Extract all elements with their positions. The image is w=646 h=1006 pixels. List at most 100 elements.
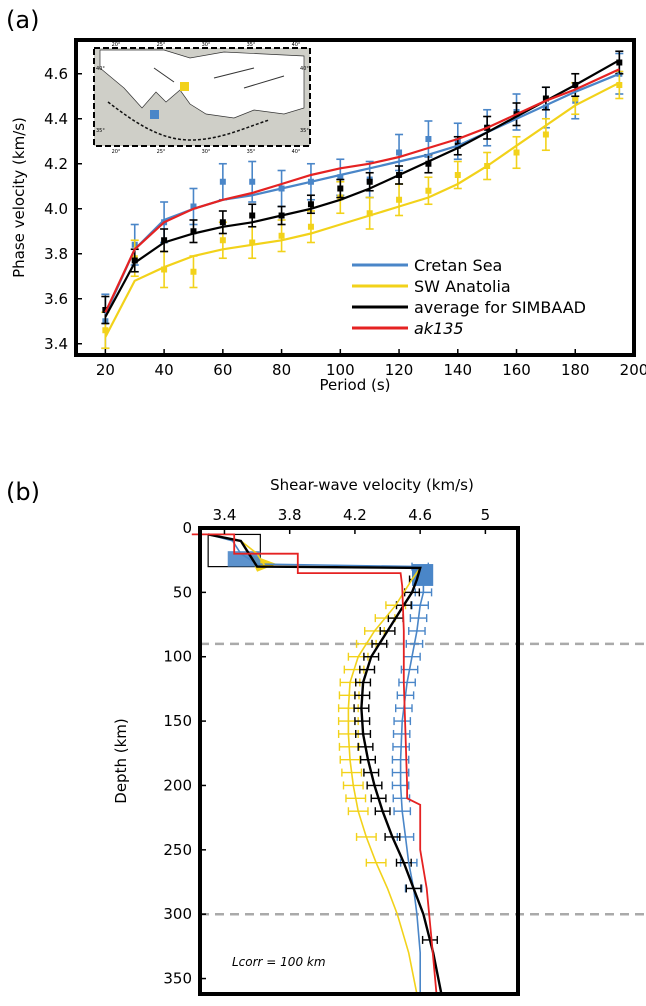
data-point	[219, 219, 226, 226]
y-tick-label-b: 300	[163, 905, 192, 923]
profile-line-cretan	[207, 533, 425, 994]
plot-area-b	[200, 528, 518, 994]
series-line-anatolia	[104, 81, 620, 338]
x-tick-label-b: 3.8	[278, 506, 302, 524]
data-point	[616, 82, 623, 88]
data-point	[219, 237, 226, 244]
legend-label-anatolia: SW Anatolia	[414, 277, 511, 296]
profile-line-ak135	[191, 533, 438, 995]
x-tick-label: 20	[96, 361, 115, 379]
data-point	[396, 196, 403, 203]
series-average	[101, 50, 624, 325]
data-point	[161, 266, 168, 273]
data-point	[337, 174, 344, 181]
data-point	[425, 136, 432, 142]
y-tick-label-b: 200	[163, 776, 192, 794]
crust-cluster-cretan	[227, 551, 261, 567]
x-tick-label: 160	[502, 361, 531, 379]
map-lat-label-left: 35°	[96, 128, 105, 134]
data-point	[249, 239, 256, 246]
data-point	[542, 131, 549, 138]
data-point	[396, 149, 403, 156]
plot-frame-b	[198, 526, 520, 996]
data-point	[249, 212, 256, 219]
x-tick-label: 40	[155, 361, 174, 379]
y-tick-label-b: 0	[182, 519, 192, 537]
x-tick-label-b: 5	[481, 506, 491, 524]
map-lat-label-right: 35°	[300, 128, 309, 134]
map-marker-cretan	[150, 110, 159, 119]
y-tick-label: 4.0	[44, 200, 68, 218]
x-axis-label: Period (s)	[319, 376, 390, 394]
map-lon-label-top: 35°	[247, 42, 256, 48]
map-land	[99, 49, 305, 119]
data-point	[190, 203, 197, 210]
map-lon-label-bottom: 35°	[247, 149, 256, 155]
legend-label-cretan: Cretan Sea	[414, 256, 502, 275]
x-tick-label: 200	[620, 361, 646, 379]
x-tick-label-b: 4.6	[408, 506, 432, 524]
data-point	[307, 223, 314, 230]
x-axis-label-b: Shear-wave velocity (km/s)	[270, 476, 474, 494]
map-lon-label-bottom: 25°	[157, 149, 166, 155]
y-tick-label: 4.4	[44, 110, 68, 128]
map-lon-label-bottom: 20°	[112, 149, 121, 155]
map-marker-anatolia	[180, 82, 189, 91]
data-point	[278, 232, 285, 239]
x-tick-label: 140	[443, 361, 472, 379]
x-tick-label: 80	[272, 361, 291, 379]
legend-label-average: average for SIMBAAD	[414, 298, 586, 317]
panel-b-label: (b)	[6, 478, 40, 506]
data-point	[616, 59, 623, 66]
data-point	[161, 237, 168, 244]
data-point	[249, 178, 256, 185]
panel-a-label: (a)	[6, 6, 39, 34]
x-tick-label-b: 3.4	[213, 506, 237, 524]
data-point	[513, 149, 520, 156]
data-point	[190, 228, 197, 235]
map-lat-label-right: 40°	[300, 66, 309, 72]
data-point	[425, 187, 432, 194]
data-point	[542, 95, 549, 102]
map-lon-label-bottom: 40°	[292, 149, 301, 155]
y-tick-label: 3.4	[44, 335, 68, 353]
map-frame	[93, 47, 311, 147]
data-point	[307, 201, 314, 208]
x-tick-label-b: 4.2	[343, 506, 367, 524]
y-tick-label-b: 250	[163, 841, 192, 859]
map-faults	[153, 67, 285, 89]
y-tick-label: 3.6	[44, 290, 68, 308]
y-tick-label: 4.6	[44, 65, 68, 83]
data-point	[337, 185, 344, 192]
data-point	[454, 172, 461, 178]
data-point	[219, 178, 226, 185]
profile-line-average	[207, 533, 443, 995]
legend-label-ak135: ak135	[414, 319, 464, 338]
y-tick-label-b: 350	[163, 970, 192, 988]
legend: Cretan Sea SW Anatolia average for SIMBAAD…	[352, 256, 586, 338]
x-tick-label: 120	[385, 361, 414, 379]
map-trench	[107, 101, 270, 141]
data-point	[131, 257, 138, 264]
series-line-ak135	[104, 68, 620, 313]
chart-a: 20° 25° 30° 35° 40° 20° 25° 30° 35° 40° 40° 35° 40° 3…	[10, 38, 646, 394]
data-point	[366, 210, 373, 217]
data-point	[366, 178, 373, 185]
y-tick-label-b: 50	[173, 583, 192, 601]
map-lon-label-top: 20°	[112, 42, 121, 48]
plot-frame	[74, 38, 636, 357]
x-tick-label: 180	[561, 361, 590, 379]
map-lon-label-top: 40°	[292, 42, 301, 48]
map-lon-label-top: 25°	[157, 42, 166, 48]
x-tick-label: 100	[326, 361, 355, 379]
map-lon-label-top: 30°	[202, 42, 211, 48]
data-point	[425, 160, 432, 167]
y-tick-label: 4.2	[44, 155, 68, 173]
map-lat-label-left: 40°	[96, 66, 105, 72]
map-lon-label-bottom: 30°	[202, 149, 211, 155]
y-axis-label: Phase velocity (km/s)	[10, 117, 28, 278]
lcorr-annotation: Lcorr = 100 km	[232, 955, 326, 969]
y-tick-label: 3.8	[44, 245, 68, 263]
y-tick-label-b: 150	[163, 712, 192, 730]
series-line-average	[104, 59, 620, 318]
